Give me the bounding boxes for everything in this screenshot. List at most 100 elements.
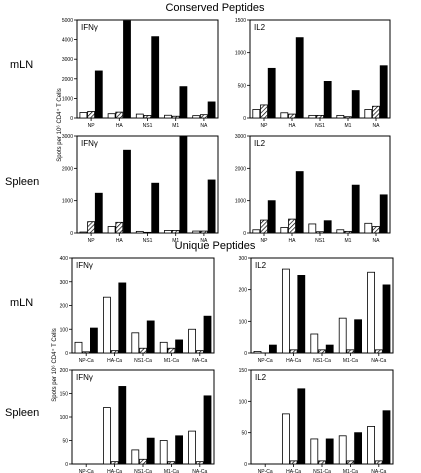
y-tick-label: 200 <box>239 288 248 294</box>
y-tick-label: 1000 <box>235 199 246 205</box>
bar-white <box>107 113 116 119</box>
panel-title: IL2 <box>254 139 266 148</box>
bar-black <box>267 67 276 119</box>
bar-hatched <box>171 230 180 234</box>
bar-white <box>308 114 317 119</box>
y-tick-label: 150 <box>239 368 248 374</box>
bar-white <box>364 222 373 234</box>
bar-black <box>203 315 212 354</box>
bar-hatched <box>139 458 147 465</box>
y-axis-title-unique: Spots per 10⁶ CD4⁺ T Cells <box>51 328 58 401</box>
bar-hatched <box>199 114 208 119</box>
panel-title: IL2 <box>254 23 266 32</box>
y-tick-label: 50 <box>241 431 247 437</box>
y-tick-label: 1000 <box>62 96 73 102</box>
bar-white <box>131 332 140 354</box>
bar-hatched <box>167 347 176 354</box>
bar-white <box>367 271 376 354</box>
bar-white <box>338 435 347 465</box>
bar-hatched <box>110 350 119 354</box>
bar-white <box>103 407 111 465</box>
y-tick-label: 0 <box>244 351 247 357</box>
x-category-label: NS1-Ca <box>313 469 331 473</box>
bar-hatched <box>316 231 324 234</box>
panel-title: IFNγ <box>76 373 93 382</box>
bar-hatched <box>318 460 326 465</box>
bar-black <box>297 388 306 465</box>
y-tick-label: 3000 <box>235 134 246 140</box>
x-category-label: HA <box>116 123 124 129</box>
bar-hatched <box>346 349 355 354</box>
bar-black <box>203 395 212 465</box>
bar-white <box>336 229 345 234</box>
bar-black <box>351 90 360 119</box>
y-tick-label: 2000 <box>235 166 246 172</box>
x-category-label: M1-Ca <box>164 469 179 473</box>
bar-white <box>188 430 197 465</box>
bar-white <box>280 112 289 119</box>
bar-hatched <box>171 115 180 119</box>
x-category-label: HA-Ca <box>286 469 301 473</box>
y-tick-label: 400 <box>60 256 69 262</box>
y-tick-label: 0 <box>243 116 246 122</box>
bar-hatched <box>374 349 383 354</box>
bar-white <box>252 229 261 234</box>
bar-black <box>295 37 304 119</box>
bar-hatched <box>374 460 383 465</box>
bar-white <box>280 227 289 234</box>
x-category-label: NS1 <box>143 238 153 244</box>
bar-black <box>382 284 391 354</box>
bar-white <box>310 438 319 465</box>
x-category-label: NP-Ca <box>79 469 94 473</box>
x-category-label: M1 <box>172 238 179 244</box>
bar-black <box>179 86 188 119</box>
y-tick-label: 300 <box>239 256 248 262</box>
y-tick-label: 200 <box>60 368 69 374</box>
bar-hatched <box>87 111 95 119</box>
chart-panel-unique-mln-il2: 0 100 200 300 IL2 NP-Ca HA-Ca NS1-Ca M1-Ca NA-Ca <box>239 256 394 364</box>
x-category-label: M1-Ca <box>343 469 358 473</box>
chart-panel-unique-spleen-il2: 0 50 100 150 IL2 NP-Ca HA-Ca NS1-Ca M1-Ca NA-Ca <box>239 368 394 473</box>
y-tick-label: 150 <box>60 392 69 398</box>
chart-panel-conserved-spleen-ifng: 0 1000 2000 3000 IFNγ NP HA NS1 M1 NA <box>62 134 219 244</box>
x-category-label: NS1-Ca <box>134 469 152 473</box>
bar-hatched <box>260 104 268 119</box>
bar-white <box>192 230 201 234</box>
bar-black <box>146 320 155 354</box>
bar-hatched <box>316 114 324 119</box>
y-tick-label: 0 <box>65 351 68 357</box>
bar-black <box>354 432 363 465</box>
x-category-label: HA-Ca <box>107 358 122 364</box>
bar-black <box>325 438 334 465</box>
y-tick-label: 2000 <box>62 77 73 83</box>
bar-black <box>325 344 334 354</box>
bar-hatched <box>289 460 298 465</box>
bar-black <box>94 70 103 119</box>
bar-white <box>192 115 201 119</box>
bar-white <box>164 114 172 119</box>
bar-white <box>188 328 197 354</box>
bar-hatched <box>199 230 208 234</box>
y-tick-label: 100 <box>60 327 69 333</box>
bar-hatched <box>372 105 380 119</box>
panel-title: IFNγ <box>81 23 98 32</box>
bar-hatched <box>260 219 268 234</box>
bar-white <box>74 341 83 354</box>
bar-hatched <box>115 111 124 119</box>
x-category-label: NS1 <box>315 238 325 244</box>
bar-black <box>175 435 184 465</box>
bar-hatched <box>82 351 91 354</box>
bar-hatched <box>110 461 119 465</box>
x-category-label: M1 <box>172 123 179 129</box>
row-label-conserved-mln: mLN <box>10 59 33 71</box>
panel-title: IL2 <box>255 261 267 270</box>
panel-title: IL2 <box>255 373 267 382</box>
bar-white <box>281 268 290 354</box>
x-category-label: HA <box>116 238 124 244</box>
bar-white <box>131 449 140 465</box>
x-category-label: NS1-Ca <box>313 358 331 364</box>
bar-hatched <box>195 350 204 354</box>
x-category-label: NS1 <box>143 123 153 129</box>
bar-black <box>151 36 160 119</box>
